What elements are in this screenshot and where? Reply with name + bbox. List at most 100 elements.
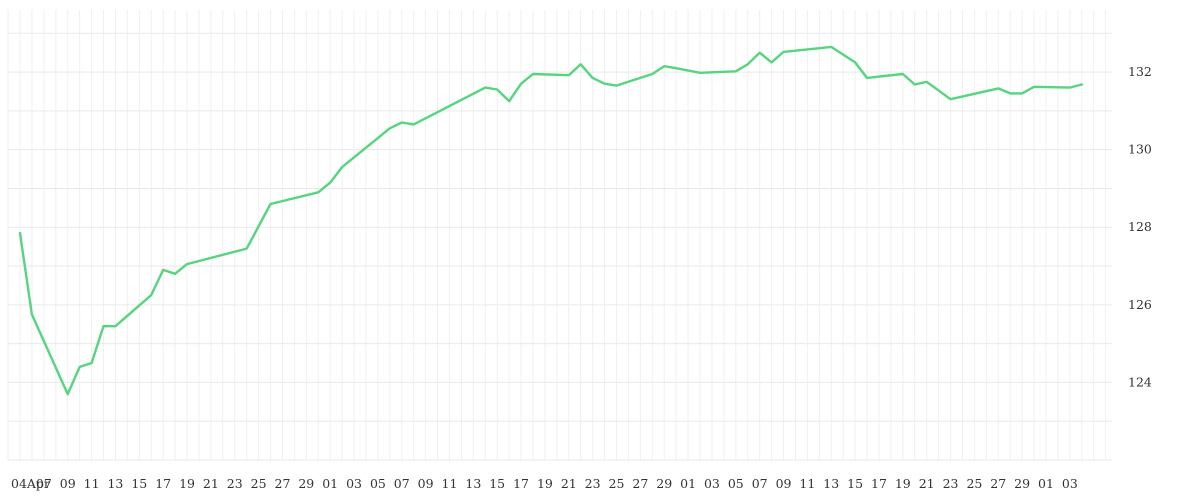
x-tick-label: 09 <box>776 476 792 491</box>
data-point <box>508 100 510 102</box>
y-tick-label: 124 <box>1128 374 1152 389</box>
x-tick-label: 29 <box>1014 476 1030 491</box>
x-tick-label: 05 <box>370 476 386 491</box>
data-point <box>329 181 331 183</box>
x-tick-label: 03 <box>1062 476 1078 491</box>
data-point <box>568 74 570 76</box>
x-tick-label: 11 <box>799 476 815 491</box>
data-point <box>269 203 271 205</box>
x-tick-label: 25 <box>251 476 267 491</box>
data-point <box>997 87 999 89</box>
x-tick-label: 23 <box>227 476 243 491</box>
data-point <box>854 61 856 63</box>
data-point <box>365 147 367 149</box>
data-point <box>162 269 164 271</box>
data-point <box>174 273 176 275</box>
x-tick-label: 17 <box>155 476 171 491</box>
x-tick-label: 11 <box>84 476 100 491</box>
data-point <box>830 46 832 48</box>
data-point <box>389 127 391 129</box>
data-point <box>1081 83 1083 85</box>
y-tick-label: 132 <box>1128 64 1152 79</box>
data-point <box>246 247 248 249</box>
data-point <box>651 73 653 75</box>
data-point <box>735 70 737 72</box>
data-point <box>413 123 415 125</box>
data-point <box>31 313 33 315</box>
data-point <box>317 191 319 193</box>
data-point <box>520 83 522 85</box>
x-tick-label: 25 <box>966 476 982 491</box>
data-point <box>675 67 677 69</box>
x-tick-label: 05 <box>728 476 744 491</box>
data-point <box>1021 92 1023 94</box>
data-point <box>866 77 868 79</box>
data-point <box>67 393 69 395</box>
data-point <box>914 83 916 85</box>
x-tick-label: 29 <box>298 476 314 491</box>
data-point <box>615 84 617 86</box>
x-tick-label: 04Apr <box>11 476 50 491</box>
x-tick-label: 11 <box>442 476 458 491</box>
data-point <box>759 52 761 54</box>
x-tick-label: 01 <box>680 476 696 491</box>
x-tick-label: 01 <box>322 476 338 491</box>
data-point <box>90 362 92 364</box>
x-tick-label: 19 <box>895 476 911 491</box>
data-point <box>1009 92 1011 94</box>
series-line <box>18 45 1083 396</box>
x-tick-label: 29 <box>656 476 672 491</box>
y-tick-label: 130 <box>1128 142 1152 157</box>
data-point <box>949 98 951 100</box>
x-tick-label: 13 <box>107 476 123 491</box>
data-point <box>19 232 21 234</box>
x-tick-label: 23 <box>943 476 959 491</box>
x-tick-label: 27 <box>632 476 648 491</box>
data-point <box>496 88 498 90</box>
x-tick-label: 07 <box>752 476 768 491</box>
data-point <box>102 325 104 327</box>
x-tick-label: 17 <box>871 476 887 491</box>
x-tick-label: 17 <box>513 476 529 491</box>
data-point <box>770 61 772 63</box>
x-tick-label: 07 <box>36 476 52 491</box>
x-tick-label: 03 <box>346 476 362 491</box>
x-tick-label: 15 <box>489 476 505 491</box>
data-point <box>663 65 665 67</box>
x-tick-label: 15 <box>847 476 863 491</box>
data-point <box>591 77 593 79</box>
data-point <box>782 51 784 53</box>
grid <box>7 10 1112 461</box>
data-point <box>401 121 403 123</box>
data-point <box>150 294 152 296</box>
x-tick-label: 13 <box>823 476 839 491</box>
x-tick-label: 25 <box>609 476 625 491</box>
x-tick-label: 07 <box>394 476 410 491</box>
data-point <box>747 63 749 65</box>
data-point <box>1069 86 1071 88</box>
data-point <box>902 73 904 75</box>
x-tick-label: 23 <box>585 476 601 491</box>
data-point <box>603 83 605 85</box>
x-tick-label: 13 <box>465 476 481 491</box>
data-point <box>1033 86 1035 88</box>
data-point <box>580 63 582 65</box>
x-tick-label: 19 <box>179 476 195 491</box>
y-axis: 124 126 128 130 132 <box>1128 64 1152 389</box>
x-tick-label: 03 <box>704 476 720 491</box>
y-tick-label: 126 <box>1128 297 1152 312</box>
x-tick-label: 09 <box>418 476 434 491</box>
x-tick-label: 27 <box>275 476 291 491</box>
data-point <box>114 325 116 327</box>
x-tick-label: 27 <box>990 476 1006 491</box>
y-tick-label: 128 <box>1128 219 1152 234</box>
x-tick-label: 09 <box>60 476 76 491</box>
x-tick-label: 01 <box>1038 476 1054 491</box>
data-point <box>341 166 343 168</box>
x-tick-label: 15 <box>131 476 147 491</box>
data-point <box>699 72 701 74</box>
x-tick-label: 21 <box>203 476 219 491</box>
data-point <box>186 263 188 265</box>
